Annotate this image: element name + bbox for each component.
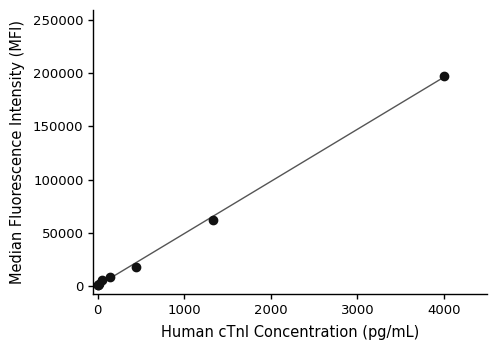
Y-axis label: Median Fluorescence Intensity (MFI): Median Fluorescence Intensity (MFI) xyxy=(10,20,25,284)
Point xyxy=(440,73,448,78)
Point xyxy=(95,281,103,286)
X-axis label: Human cTnI Concentration (pg/mL): Human cTnI Concentration (pg/mL) xyxy=(161,325,419,340)
Point xyxy=(98,278,106,283)
Point xyxy=(209,217,217,223)
Point xyxy=(132,264,140,270)
Point xyxy=(93,282,101,288)
Point xyxy=(94,282,102,288)
Point xyxy=(106,274,114,280)
